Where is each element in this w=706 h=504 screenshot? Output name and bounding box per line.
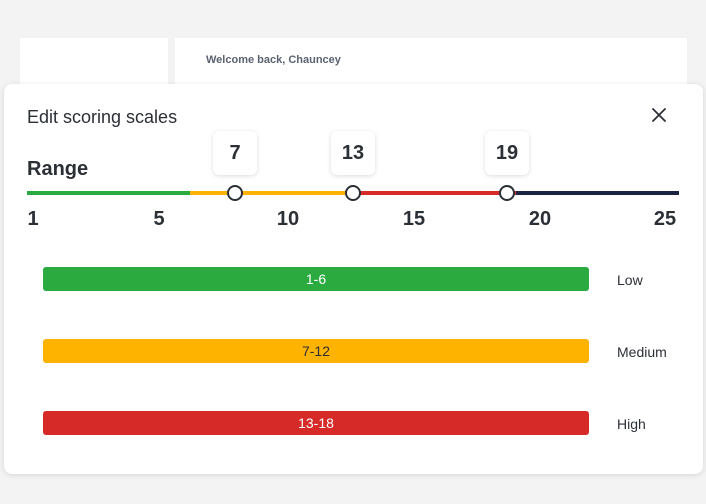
scale-name-high: High <box>617 416 646 432</box>
scale-name-low: Low <box>617 272 643 288</box>
edit-scoring-scales-dialog: Edit scoring scales Range 7 13 19 1 5 10… <box>4 84 703 474</box>
welcome-message: Welcome back, Chauncey <box>206 54 341 66</box>
handle-value-1: 7 <box>213 131 257 175</box>
scale-bar-medium[interactable]: 7-12 <box>43 339 589 363</box>
handle-value-3: 19 <box>485 131 529 175</box>
segment-medium <box>190 191 353 195</box>
tick-label: 1 <box>27 208 39 230</box>
tick-label: 5 <box>153 208 165 230</box>
tick-label: 15 <box>402 208 426 230</box>
tick-label: 20 <box>528 208 552 230</box>
scale-name-medium: Medium <box>617 344 667 360</box>
slider-handle-3[interactable] <box>499 185 515 201</box>
handle-value-2: 13 <box>331 131 375 175</box>
close-icon <box>652 108 666 122</box>
scale-bar-low[interactable]: 1-6 <box>43 267 589 291</box>
segment-top <box>516 191 679 195</box>
tick-label: 25 <box>653 208 677 230</box>
slider-handle-2[interactable] <box>345 185 361 201</box>
scale-bar-high[interactable]: 13-18 <box>43 411 589 435</box>
range-label: Range <box>27 158 89 180</box>
close-button[interactable] <box>648 104 670 126</box>
tick-label: 10 <box>276 208 300 230</box>
slider-handle-1[interactable] <box>227 185 243 201</box>
range-slider-track[interactable]: 7 13 19 <box>27 131 679 201</box>
segment-low <box>27 191 190 195</box>
segment-high <box>353 191 516 195</box>
dialog-title: Edit scoring scales <box>27 107 178 127</box>
